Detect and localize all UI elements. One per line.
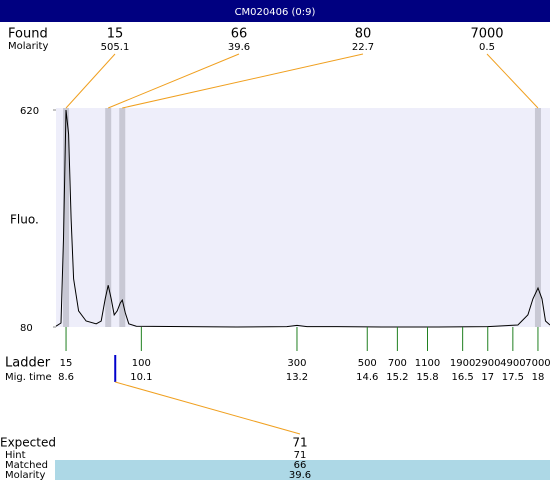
molarity-row-label: Molarity: [5, 470, 45, 480]
ladder-time: 13.2: [286, 372, 308, 383]
peak-band: [63, 108, 70, 327]
matched-row: [55, 460, 550, 480]
title: CM020406 (0:9): [235, 7, 316, 18]
y-tick-label: 80: [20, 323, 33, 334]
ladder-time: 8.6: [58, 372, 74, 383]
peak-leader: [486, 53, 539, 109]
y-axis-label: Fluo.: [10, 213, 39, 227]
hint-value: 71: [294, 450, 307, 461]
ladder-time: 17.5: [502, 372, 524, 383]
ladder-size: 4900: [500, 358, 525, 369]
ladder-size: 2900: [475, 358, 500, 369]
peak-molarity: 39.6: [228, 42, 250, 53]
ladder-size: 7000: [525, 358, 550, 369]
ladder-time: 16.5: [452, 372, 474, 383]
peak-size: 80: [355, 27, 372, 42]
matched-value: 66: [294, 460, 307, 471]
molarity-label: Molarity: [8, 41, 48, 52]
ladder-size: 300: [287, 358, 306, 369]
peak-molarity: 22.7: [352, 42, 374, 53]
peak-size: 15: [107, 27, 124, 42]
hint-label: Hint: [5, 450, 26, 461]
expected-value: 71: [292, 436, 307, 450]
peak-band: [119, 108, 126, 327]
ladder-time: 18: [532, 372, 545, 383]
ladder-size: 500: [358, 358, 377, 369]
mig-time-label: Mig. time: [5, 372, 52, 383]
ladder-time: 15.2: [386, 372, 408, 383]
found-label: Found: [8, 27, 48, 42]
ladder-time: 14.6: [356, 372, 378, 383]
y-tick-label: 620: [20, 106, 39, 117]
ladder-time: 17: [481, 372, 494, 383]
peak-size: 66: [231, 27, 248, 42]
molarity-value: 39.6: [289, 470, 311, 480]
ladder-size: 100: [132, 358, 151, 369]
ladder-time: 10.1: [130, 372, 152, 383]
ladder-label: Ladder: [5, 356, 51, 371]
peak-size: 7000: [470, 27, 503, 42]
peak-leader: [65, 53, 116, 109]
expected-leader: [115, 381, 301, 435]
peak-molarity: 505.1: [101, 42, 130, 53]
ladder-time: 15.8: [416, 372, 438, 383]
expected-label: Expected: [0, 436, 56, 450]
ladder-size: 15: [60, 358, 73, 369]
ladder-size: 1900: [450, 358, 475, 369]
peak-molarity: 0.5: [479, 42, 495, 53]
ladder-size: 1100: [415, 358, 440, 369]
peak-band: [105, 108, 112, 327]
peak-leader: [108, 53, 240, 109]
plot-area: [56, 108, 550, 327]
peak-leader: [122, 53, 364, 109]
peak-band: [534, 108, 541, 327]
title-bar: [0, 0, 550, 22]
matched-label: Matched: [5, 460, 48, 471]
trace: [55, 109, 550, 328]
ladder-size: 700: [388, 358, 407, 369]
